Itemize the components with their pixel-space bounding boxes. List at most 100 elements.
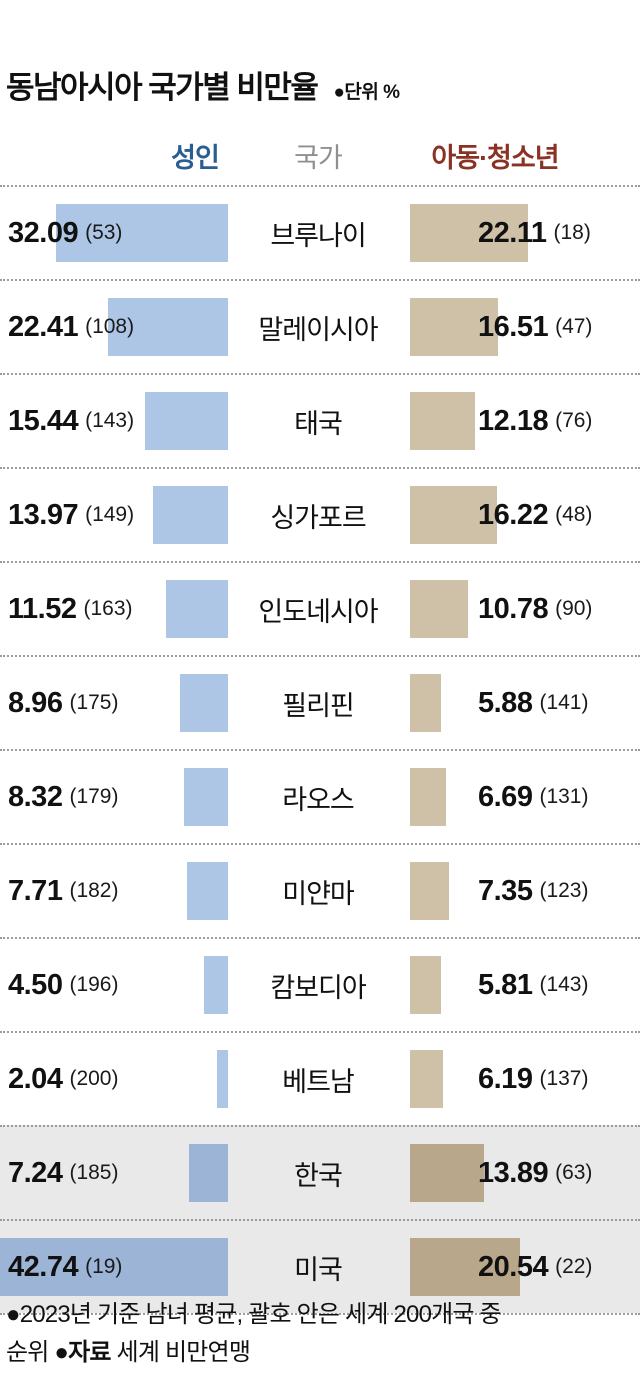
country-name: 베트남 — [282, 1066, 355, 1097]
child-value: 7.35 (123) — [478, 845, 588, 937]
source-label: 자료 — [68, 1339, 111, 1366]
adult-bar — [203, 956, 228, 1014]
adult-value-number: 2.04 — [8, 1062, 63, 1095]
country-name: 캄보디아 — [270, 972, 366, 1003]
title-row: 동남아시아 국가별 비만율 ●단위 % — [6, 62, 400, 107]
chart-rows: 32.09 (53) 브루나이 22.11 (18) 22.41 (108) 말레이시아 16.… — [0, 185, 640, 1315]
child-value-number: 5.81 — [478, 968, 533, 1001]
child-bar — [410, 674, 442, 732]
chart-row: 15.44 (143) 태국 12.18 (76) — [0, 373, 640, 467]
adult-value-number: 11.52 — [8, 592, 77, 625]
child-value: 13.89 (63) — [478, 1127, 592, 1219]
child-rank: (90) — [555, 597, 593, 620]
adult-value-number: 7.24 — [8, 1156, 63, 1189]
adult-bar — [183, 768, 228, 826]
adult-bar — [186, 862, 228, 920]
child-rank: (131) — [539, 785, 589, 808]
unit-label: ●단위 % — [333, 82, 400, 103]
chart-row: 2.04 (200) 베트남 6.19 (137) — [0, 1031, 640, 1125]
child-value-number: 16.22 — [478, 498, 549, 531]
child-bar — [410, 862, 450, 920]
adult-value-number: 7.71 — [8, 874, 63, 907]
child-rank: (76) — [555, 409, 593, 432]
child-value: 12.18 (76) — [478, 375, 592, 467]
child-rank: (137) — [539, 1067, 589, 1090]
adult-value: 32.09 (53) — [8, 187, 122, 279]
adult-bar — [145, 392, 228, 450]
adult-rank: (175) — [69, 691, 119, 714]
child-bar — [410, 486, 497, 544]
chart-row: 11.52 (163) 인도네시아 10.78 (90) — [0, 561, 640, 655]
child-rank: (18) — [553, 221, 591, 244]
adult-rank: (179) — [69, 785, 119, 808]
adult-rank: (19) — [85, 1255, 123, 1278]
child-bar — [410, 956, 442, 1014]
country-name: 미국 — [294, 1254, 343, 1285]
chart-row: 8.32 (179) 라오스 6.69 (131) — [0, 749, 640, 843]
adult-value-number: 32.09 — [8, 216, 79, 249]
child-bar — [410, 580, 468, 638]
adult-rank: (200) — [69, 1067, 119, 1090]
chart-row: 22.41 (108) 말레이시아 16.51 (47) — [0, 279, 640, 373]
child-bar — [410, 1238, 520, 1296]
chart-row: 8.96 (175) 필리핀 5.88 (141) — [0, 655, 640, 749]
adult-value: 7.24 (185) — [8, 1127, 118, 1219]
footnote-line1: ●2023년 기준 남녀 평균, 괄호 안은 세계 200개국 중 — [6, 1301, 502, 1328]
child-value-number: 20.54 — [478, 1250, 549, 1283]
country-name: 싱가포르 — [270, 502, 366, 533]
adult-value-number: 13.97 — [8, 498, 79, 531]
child-value-number: 13.89 — [478, 1156, 549, 1189]
child-value: 5.88 (141) — [478, 657, 588, 749]
child-bar — [410, 392, 476, 450]
adult-rank: (53) — [85, 221, 123, 244]
adult-value-number: 4.50 — [8, 968, 63, 1001]
child-bar — [410, 768, 446, 826]
footnote-line2-pre: 순위 ● — [6, 1339, 69, 1366]
country-name: 미얀마 — [282, 878, 355, 909]
col-header-adult: 성인 — [171, 143, 220, 173]
footnote-line2-post: 세계 비만연맹 — [110, 1339, 251, 1366]
chart-row: 4.50 (196) 캄보디아 5.81 (143) — [0, 937, 640, 1031]
child-value-number: 10.78 — [478, 592, 549, 625]
country-name: 브루나이 — [270, 220, 366, 251]
adult-value: 15.44 (143) — [8, 375, 134, 467]
child-value-number: 12.18 — [478, 404, 549, 437]
child-value-number: 6.19 — [478, 1062, 533, 1095]
adult-value-number: 15.44 — [8, 404, 79, 437]
adult-bar — [56, 204, 228, 262]
country-name: 라오스 — [282, 784, 355, 815]
country-name: 필리핀 — [282, 690, 355, 721]
col-header-child: 아동·청소년 — [431, 143, 559, 173]
child-value: 5.81 (143) — [478, 939, 588, 1031]
adult-value-number: 42.74 — [8, 1250, 79, 1283]
adult-rank: (196) — [69, 973, 119, 996]
adult-value: 8.96 (175) — [8, 657, 118, 749]
adult-value: 4.50 (196) — [8, 939, 118, 1031]
page-title: 동남아시아 국가별 비만율 — [6, 70, 319, 105]
child-rank: (143) — [539, 973, 589, 996]
country-name: 말레이시아 — [258, 314, 378, 345]
country-name: 인도네시아 — [258, 596, 378, 627]
adult-bar — [180, 674, 228, 732]
adult-rank: (182) — [69, 879, 119, 902]
adult-value: 22.41 (108) — [8, 281, 134, 373]
country-name: 태국 — [294, 408, 343, 439]
adult-value: 11.52 (163) — [8, 563, 133, 655]
adult-bar — [217, 1050, 228, 1108]
adult-value: 2.04 (200) — [8, 1033, 118, 1125]
adult-value: 42.74 (19) — [8, 1221, 122, 1313]
child-value-number: 6.69 — [478, 780, 533, 813]
adult-bar — [189, 1144, 228, 1202]
child-value: 16.51 (47) — [478, 281, 592, 373]
adult-rank: (149) — [85, 503, 135, 526]
country-name: 한국 — [294, 1160, 343, 1191]
adult-value: 7.71 (182) — [8, 845, 118, 937]
adult-bar — [166, 580, 228, 638]
child-rank: (63) — [555, 1161, 593, 1184]
adult-value-number: 8.32 — [8, 780, 63, 813]
adult-bar — [108, 298, 228, 356]
child-bar — [410, 298, 499, 356]
chart-row: 7.71 (182) 미얀마 7.35 (123) — [0, 843, 640, 937]
chart-row: 32.09 (53) 브루나이 22.11 (18) — [0, 185, 640, 279]
